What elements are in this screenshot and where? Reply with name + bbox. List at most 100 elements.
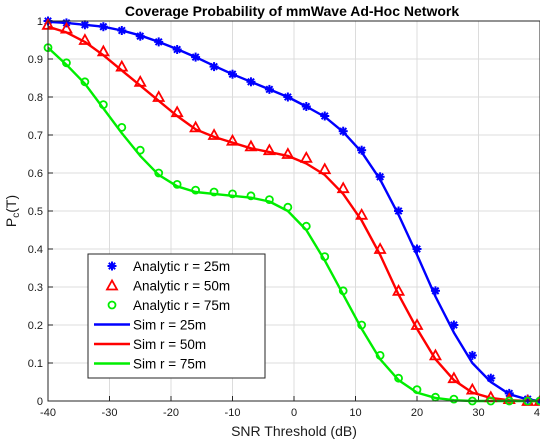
legend-entry: Analytic r = 50m: [105, 278, 230, 294]
data-point: [62, 58, 71, 68]
legend-label: Sim r = 75m: [133, 357, 206, 372]
data-point: [80, 20, 90, 30]
data-point: [135, 31, 145, 41]
series-line: [47, 20, 540, 403]
legend-marker-swatch: [107, 300, 117, 310]
data-point: [152, 90, 166, 102]
data-point: [357, 320, 367, 330]
x-tick-label: -20: [163, 407, 179, 419]
data-point: [394, 206, 404, 216]
data-point: [283, 92, 293, 102]
x-tick-label: 20: [411, 407, 423, 419]
data-point: [172, 45, 182, 54]
x-tick-label: 0: [291, 407, 297, 419]
data-point: [191, 185, 201, 195]
svg-text:Pc(T): Pc(T): [3, 195, 22, 227]
data-point: [78, 33, 92, 45]
y-axis-label-tail: (T): [3, 195, 19, 213]
data-point: [430, 286, 440, 296]
data-point: [373, 242, 387, 254]
y-tick-label: 0.3: [28, 282, 43, 294]
data-point: [154, 37, 164, 47]
data-point: [135, 145, 145, 155]
data-point: [133, 74, 147, 87]
legend-label: Analytic r = 75m: [133, 298, 230, 313]
data-point: [338, 286, 348, 296]
legend-marker-swatch: [105, 278, 119, 291]
data-point: [336, 181, 350, 194]
data-point: [117, 26, 127, 35]
y-tick-label: 0.4: [28, 244, 43, 256]
y-tick-label: 0: [37, 396, 43, 408]
data-point: [170, 105, 184, 118]
data-point: [246, 77, 256, 87]
data-point: [283, 202, 293, 212]
legend-label: Analytic r = 25m: [133, 259, 230, 274]
data-point: [318, 162, 332, 175]
data-point: [281, 147, 295, 159]
data-point: [299, 150, 313, 163]
data-point: [355, 207, 369, 220]
legend-label: Analytic r = 50m: [133, 279, 230, 294]
data-point: [301, 102, 311, 111]
data-point: [264, 84, 274, 94]
data-point: [412, 244, 422, 254]
series-line: [47, 25, 540, 403]
legend-entry: Analytic r = 25m: [107, 259, 230, 274]
data-point: [301, 221, 311, 231]
data-point: [262, 143, 276, 156]
legend: Analytic r = 25m Analytic r = 50m Analytic…: [87, 253, 266, 379]
legend-marker-swatch: [107, 261, 117, 271]
y-tick-label: 0.5: [28, 206, 43, 218]
y-axis-label-sub: c: [11, 213, 22, 218]
legend-label: Sim r = 50m: [133, 337, 206, 352]
legend-entry: Sim r = 25m: [94, 318, 206, 333]
data-point: [115, 59, 129, 72]
x-tick-label: 30: [472, 407, 484, 419]
y-tick-label: 0.1: [28, 358, 43, 370]
data-point: [59, 21, 73, 34]
data-point: [244, 139, 258, 152]
data-point: [264, 195, 274, 205]
y-tick-label: 0.7: [28, 130, 43, 142]
data-point: [117, 123, 127, 132]
data-point: [410, 318, 424, 330]
data-point: [154, 168, 164, 178]
data-point: [209, 187, 219, 197]
data-point: [412, 385, 422, 395]
legend-entry: Sim r = 50m: [94, 337, 206, 352]
data-point: [338, 126, 348, 136]
data-point: [98, 100, 108, 109]
data-point: [428, 348, 442, 361]
data-point: [357, 145, 367, 155]
data-point: [375, 350, 385, 360]
data-point: [465, 382, 479, 395]
data-point: [392, 283, 406, 296]
y-tick-label: 0.9: [28, 54, 43, 66]
y-tick-label: 1: [37, 16, 43, 28]
x-tick-label: 10: [349, 407, 361, 419]
y-tick-label: 0.8: [28, 92, 43, 104]
data-point: [486, 373, 496, 383]
data-point: [189, 120, 203, 133]
data-point: [225, 133, 240, 146]
x-tick-label: 40: [534, 407, 540, 419]
data-point: [228, 189, 237, 199]
data-point: [449, 320, 459, 330]
data-point: [191, 52, 201, 62]
plot-frame: [47, 20, 540, 402]
data-point: [320, 252, 330, 262]
legend-box: [87, 253, 266, 379]
data-point: [80, 77, 90, 87]
y-axis-label-main: P: [3, 218, 19, 227]
y-tick-label: 0.2: [28, 320, 43, 332]
data-point: [447, 371, 461, 384]
y-axis-label: Pc(T): [3, 195, 22, 227]
data-point: [228, 69, 237, 79]
y-tick-label: 0.6: [28, 168, 43, 180]
data-point: [209, 62, 219, 72]
data-point: [394, 373, 403, 383]
data-point: [246, 191, 256, 201]
x-tick-label: -40: [40, 407, 56, 419]
